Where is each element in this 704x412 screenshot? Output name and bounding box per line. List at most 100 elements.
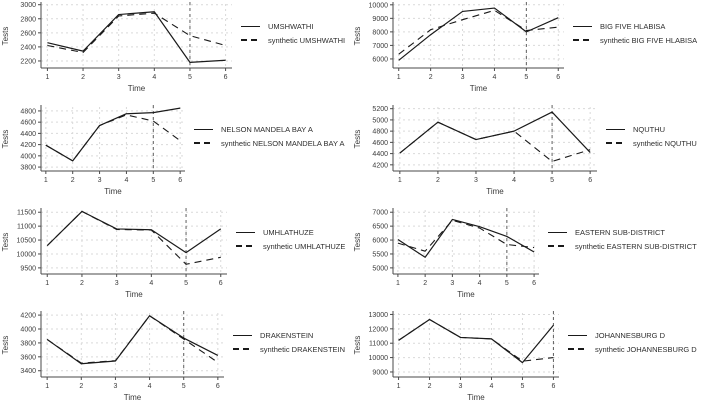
svg-text:11500: 11500	[17, 210, 36, 217]
legend-item-actual: JOHANNESBURG D	[568, 328, 697, 342]
svg-text:4000: 4000	[20, 153, 36, 160]
svg-text:6000: 6000	[372, 56, 388, 63]
svg-text:1: 1	[397, 383, 401, 390]
panel-nelson-mandela-bay-a: Tests 3800 4000 4200 4400 4600 4800 1 2 3 4 5 6 Tim…	[0, 103, 352, 206]
umhlathuze-line-chart: 9500 10000 10500 11000 11500 1 2 3 4 5 6	[17, 208, 227, 287]
nquthu-line-chart: 4200 4400 4600 4800 5000 5200 1 2 3 4 5 6	[372, 105, 597, 184]
dashed-line-swatch	[568, 348, 587, 350]
svg-text:6: 6	[551, 383, 555, 390]
svg-text:3: 3	[113, 383, 117, 390]
svg-text:4: 4	[478, 280, 482, 287]
svg-text:11000: 11000	[369, 341, 388, 348]
svg-text:4: 4	[492, 74, 496, 81]
svg-text:6000: 6000	[372, 238, 388, 245]
svg-text:4600: 4600	[20, 120, 36, 127]
svg-text:10000: 10000	[369, 355, 389, 362]
svg-text:7000: 7000	[372, 210, 388, 217]
svg-text:4: 4	[149, 280, 153, 287]
svg-text:4400: 4400	[20, 131, 36, 138]
legend-label-synthetic: synthetic UMHLATHUZE	[263, 241, 346, 251]
x-axis-label: Time	[467, 393, 485, 402]
dashed-line-swatch	[236, 245, 255, 247]
svg-text:4800: 4800	[20, 108, 36, 115]
legend: NQUTHU synthetic NQUTHU	[606, 122, 697, 150]
panel-umshwathi: Tests 2200 2400 2600 2800 3000 1 2 3 4 5 6 Time UM…	[0, 0, 352, 103]
svg-text:1: 1	[45, 74, 49, 81]
legend-label-actual: EASTERN SUB-DISTRICT	[575, 227, 666, 237]
svg-text:5: 5	[524, 74, 528, 81]
x-axis-label: Time	[469, 84, 488, 93]
legend-label-synthetic: synthetic NELSON MANDELA BAY A	[221, 138, 345, 148]
svg-text:4: 4	[124, 177, 128, 184]
x-axis-label: Time	[125, 290, 143, 299]
dashed-line-swatch	[606, 142, 625, 144]
svg-text:6: 6	[224, 74, 228, 81]
svg-text:4200: 4200	[20, 313, 36, 320]
svg-text:6: 6	[178, 177, 182, 184]
svg-text:3000: 3000	[20, 2, 36, 9]
solid-line-swatch	[573, 25, 592, 27]
svg-text:4600: 4600	[372, 140, 388, 147]
x-axis-label: Time	[127, 84, 146, 93]
svg-text:2: 2	[423, 280, 427, 287]
big-five-hlabisa-line-chart: 6000 7000 8000 9000 10000 1 2 3 4 5 6	[369, 2, 564, 81]
legend-item-synthetic: synthetic JOHANNESBURG D	[568, 342, 697, 356]
svg-text:5: 5	[521, 383, 525, 390]
svg-text:6: 6	[588, 177, 592, 184]
svg-text:3: 3	[459, 383, 463, 390]
nelson-mandela-bay-a-line-chart: 3800 4000 4200 4400 4600 4800 1 2 3 4 5 6	[20, 105, 185, 184]
svg-text:5: 5	[182, 383, 186, 390]
svg-text:2: 2	[428, 383, 432, 390]
svg-text:3: 3	[450, 280, 454, 287]
legend-label-synthetic: synthetic UMSHWATHI	[268, 35, 346, 45]
legend-item-actual: UMHLATHUZE	[236, 225, 345, 239]
svg-text:10000: 10000	[17, 251, 37, 258]
panel-nquthu: Tests 4200 4400 4600 4800 5000 5200 1 2 3 4 5 6 Tim…	[352, 103, 704, 206]
svg-text:4: 4	[512, 177, 516, 184]
svg-text:1: 1	[45, 280, 49, 287]
svg-text:4800: 4800	[372, 129, 388, 136]
eastern-sub-district-line-chart: 5000 5500 6000 6500 7000 1 2 3 4 5 6	[372, 208, 539, 287]
svg-text:9000: 9000	[372, 369, 388, 376]
svg-text:4200: 4200	[372, 162, 388, 169]
dashed-line-swatch	[548, 245, 567, 247]
legend-item-synthetic: synthetic UMSHWATHI	[241, 33, 345, 47]
dashed-line-swatch	[241, 39, 260, 41]
legend: BIG FIVE HLABISA synthetic BIG FIVE HLAB…	[573, 19, 697, 47]
panel-drakenstein: Tests 3400 3600 3800 4000 4200 1 2 3 4 5 6 Time DR…	[0, 309, 352, 412]
legend-label-synthetic: synthetic NQUTHU	[633, 138, 697, 148]
svg-text:8000: 8000	[372, 29, 388, 36]
x-axis-label: Time	[486, 187, 504, 196]
legend-item-actual: BIG FIVE HLABISA	[573, 19, 697, 33]
svg-text:3: 3	[117, 74, 121, 81]
svg-text:2: 2	[71, 177, 75, 184]
dashed-line-swatch	[194, 142, 213, 144]
legend-label-actual: NQUTHU	[633, 124, 666, 134]
legend-label-synthetic: synthetic EASTERN SUB-DISTRICT	[575, 241, 697, 251]
svg-text:6: 6	[219, 280, 223, 287]
legend-item-synthetic: synthetic EASTERN SUB-DISTRICT	[548, 239, 697, 253]
svg-text:13000: 13000	[369, 312, 389, 319]
legend-item-synthetic: synthetic UMHLATHUZE	[236, 239, 345, 253]
svg-text:2: 2	[429, 74, 433, 81]
legend: UMHLATHUZE synthetic UMHLATHUZE	[236, 225, 345, 253]
svg-text:5: 5	[550, 177, 554, 184]
solid-line-swatch	[233, 334, 252, 336]
drakenstein-line-chart: 3400 3600 3800 4000 4200 1 2 3 4 5 6	[20, 311, 224, 390]
svg-text:3: 3	[115, 280, 119, 287]
legend-label-actual: NELSON MANDELA BAY A	[221, 124, 313, 134]
legend-item-synthetic: synthetic NQUTHU	[606, 136, 697, 150]
svg-text:6: 6	[532, 280, 536, 287]
svg-text:6: 6	[216, 383, 220, 390]
legend-label-actual: DRAKENSTEIN	[260, 330, 314, 340]
panel-johannesburg-d: Tests 9000 10000 11000 12000 13000 1 2 3 4 5 6 Tim…	[352, 309, 704, 412]
svg-text:2: 2	[79, 383, 83, 390]
legend-label-synthetic: synthetic JOHANNESBURG D	[595, 344, 697, 354]
solid-line-swatch	[241, 25, 260, 27]
legend: NELSON MANDELA BAY A synthetic NELSON MA…	[194, 122, 345, 150]
solid-line-swatch	[236, 231, 255, 233]
legend-label-actual: JOHANNESBURG D	[595, 330, 666, 340]
panel-umhlathuze: Tests 9500 10000 10500 11000 11500 1 2 3 4 5 6 Tim…	[0, 206, 352, 309]
legend: DRAKENSTEIN synthetic DRAKENSTEIN	[233, 328, 345, 356]
svg-text:5500: 5500	[372, 251, 388, 258]
